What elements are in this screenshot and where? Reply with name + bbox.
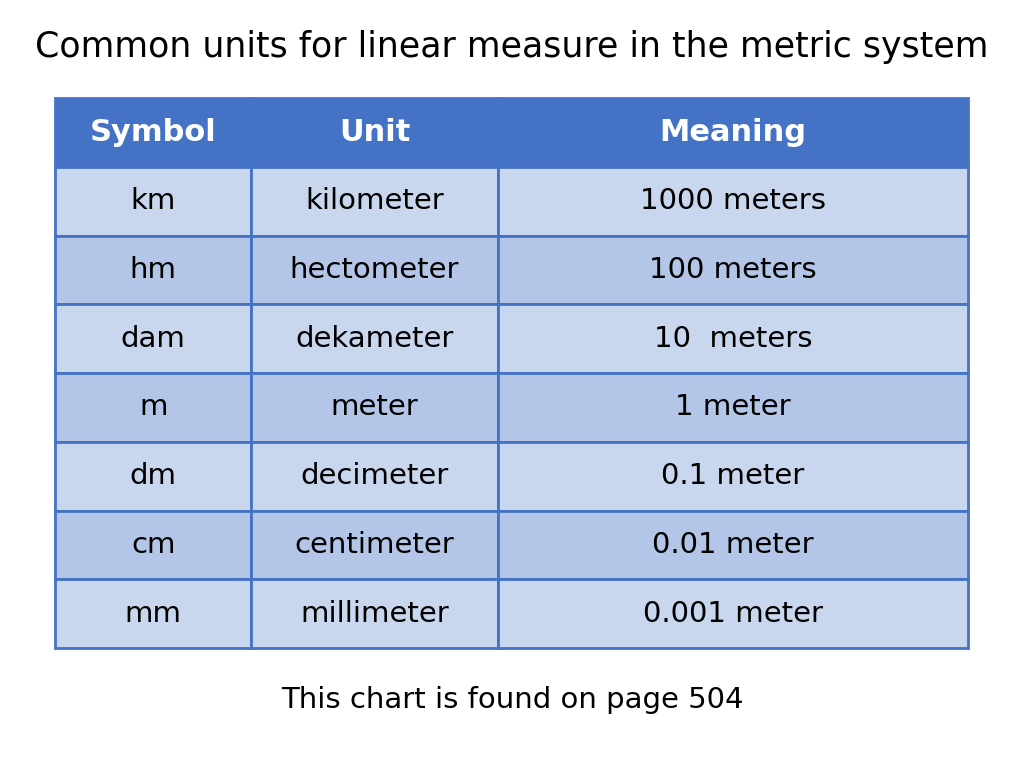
Text: meter: meter xyxy=(331,393,419,422)
Text: 10  meters: 10 meters xyxy=(653,325,812,353)
Text: dm: dm xyxy=(130,462,177,490)
Text: m: m xyxy=(139,393,167,422)
Text: 0.01 meter: 0.01 meter xyxy=(652,531,814,559)
Text: dekameter: dekameter xyxy=(295,325,454,353)
Text: km: km xyxy=(130,187,176,215)
Text: 0.001 meter: 0.001 meter xyxy=(643,600,823,627)
Text: Symbol: Symbol xyxy=(90,118,216,147)
Text: cm: cm xyxy=(131,531,175,559)
Text: 1000 meters: 1000 meters xyxy=(640,187,826,215)
Text: kilometer: kilometer xyxy=(305,187,444,215)
Text: mm: mm xyxy=(125,600,181,627)
Text: 1 meter: 1 meter xyxy=(675,393,791,422)
Text: decimeter: decimeter xyxy=(300,462,449,490)
Text: millimeter: millimeter xyxy=(300,600,449,627)
Text: hectometer: hectometer xyxy=(290,256,460,284)
Text: hm: hm xyxy=(130,256,177,284)
Text: 100 meters: 100 meters xyxy=(649,256,817,284)
Text: 0.1 meter: 0.1 meter xyxy=(662,462,805,490)
Text: This chart is found on page 504: This chart is found on page 504 xyxy=(281,686,743,714)
Text: Unit: Unit xyxy=(339,118,411,147)
Text: centimeter: centimeter xyxy=(295,531,455,559)
Text: Meaning: Meaning xyxy=(659,118,807,147)
Text: Common units for linear measure in the metric system: Common units for linear measure in the m… xyxy=(35,30,989,64)
Text: dam: dam xyxy=(121,325,185,353)
